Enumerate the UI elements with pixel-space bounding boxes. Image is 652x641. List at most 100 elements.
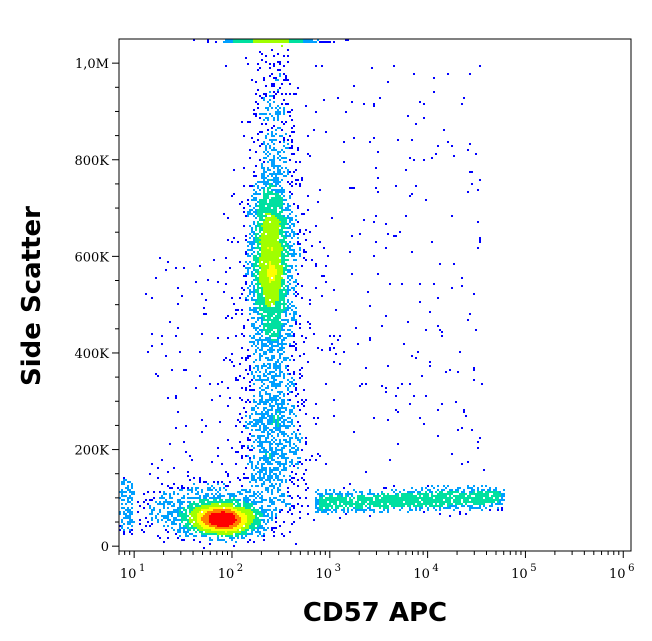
event-dot	[179, 527, 181, 529]
event-dot	[227, 315, 229, 317]
event-dot	[255, 351, 257, 353]
event-dot	[315, 287, 317, 289]
event-dot	[179, 529, 181, 531]
event-dot	[241, 293, 243, 295]
event-dot	[257, 271, 259, 273]
event-dot	[279, 495, 281, 497]
event-dot	[255, 113, 257, 115]
event-dot	[267, 169, 269, 171]
event-dot	[431, 157, 433, 159]
event-dot	[247, 39, 249, 41]
event-dot	[255, 401, 257, 403]
event-dot	[265, 325, 267, 327]
event-dot	[245, 215, 247, 217]
event-dot	[403, 495, 405, 497]
event-dot	[259, 469, 261, 471]
event-dot	[475, 153, 477, 155]
event-dot	[167, 517, 169, 519]
event-dot	[269, 517, 271, 519]
event-dot	[287, 227, 289, 229]
event-dot	[271, 175, 273, 177]
event-dot	[173, 483, 175, 485]
event-dot	[249, 237, 251, 239]
event-dot	[333, 41, 335, 43]
event-dot	[219, 499, 221, 501]
y-tick-label: 600K	[74, 250, 109, 265]
event-dot	[269, 223, 271, 225]
event-dot	[227, 239, 229, 241]
event-dot	[281, 325, 283, 327]
event-dot	[489, 501, 491, 503]
event-dot	[177, 531, 179, 533]
event-dot	[271, 471, 273, 473]
event-dot	[255, 485, 257, 487]
event-dot	[265, 195, 267, 197]
event-dot	[381, 505, 383, 507]
event-dot	[271, 225, 273, 227]
event-dot	[403, 497, 405, 499]
event-dot	[239, 505, 241, 507]
event-dot	[127, 507, 129, 509]
event-dot	[227, 475, 229, 477]
event-dot	[249, 335, 251, 337]
event-dot	[281, 329, 283, 331]
event-dot	[271, 127, 273, 129]
event-dot	[481, 489, 483, 491]
event-dot	[249, 513, 251, 515]
event-dot	[283, 439, 285, 441]
event-dot	[269, 363, 271, 365]
event-dot	[273, 437, 275, 439]
event-dot	[437, 495, 439, 497]
event-dot	[277, 197, 279, 199]
event-dot	[239, 479, 241, 481]
event-dot	[325, 281, 327, 283]
event-dot	[365, 367, 367, 369]
event-dot	[409, 499, 411, 501]
event-dot	[271, 243, 273, 245]
event-dot	[253, 239, 255, 241]
event-dot	[395, 235, 397, 237]
event-dot	[267, 307, 269, 309]
event-dot	[267, 329, 269, 331]
event-dot	[405, 503, 407, 505]
event-dot	[431, 495, 433, 497]
event-dot	[411, 493, 413, 495]
event-dot	[271, 185, 273, 187]
event-dot	[387, 495, 389, 497]
event-dot	[217, 527, 219, 529]
event-dot	[377, 177, 379, 179]
event-dot	[271, 149, 273, 151]
event-dot	[127, 511, 129, 513]
event-dot	[201, 501, 203, 503]
event-dot	[145, 499, 147, 501]
event-dot	[481, 485, 483, 487]
event-dot	[289, 437, 291, 439]
event-dot	[271, 139, 273, 141]
event-dot	[271, 293, 273, 295]
event-dot	[415, 499, 417, 501]
event-dot	[273, 209, 275, 211]
event-dot	[251, 475, 253, 477]
event-dot	[271, 449, 273, 451]
event-dot	[275, 327, 277, 329]
event-dot	[203, 507, 205, 509]
event-dot	[287, 293, 289, 295]
event-dot	[249, 505, 251, 507]
event-dot	[275, 323, 277, 325]
event-dot	[227, 405, 229, 407]
event-dot	[263, 317, 265, 319]
event-dot	[299, 185, 301, 187]
event-dot	[291, 381, 293, 383]
event-dot	[233, 507, 235, 509]
event-dot	[325, 383, 327, 385]
event-dot	[257, 243, 259, 245]
event-dot	[123, 481, 125, 483]
event-dot	[183, 495, 185, 497]
event-dot	[225, 515, 227, 517]
event-dot	[429, 365, 431, 367]
event-dot	[485, 497, 487, 499]
event-dot	[265, 413, 267, 415]
event-dot	[273, 455, 275, 457]
event-dot	[279, 245, 281, 247]
event-dot	[281, 193, 283, 195]
